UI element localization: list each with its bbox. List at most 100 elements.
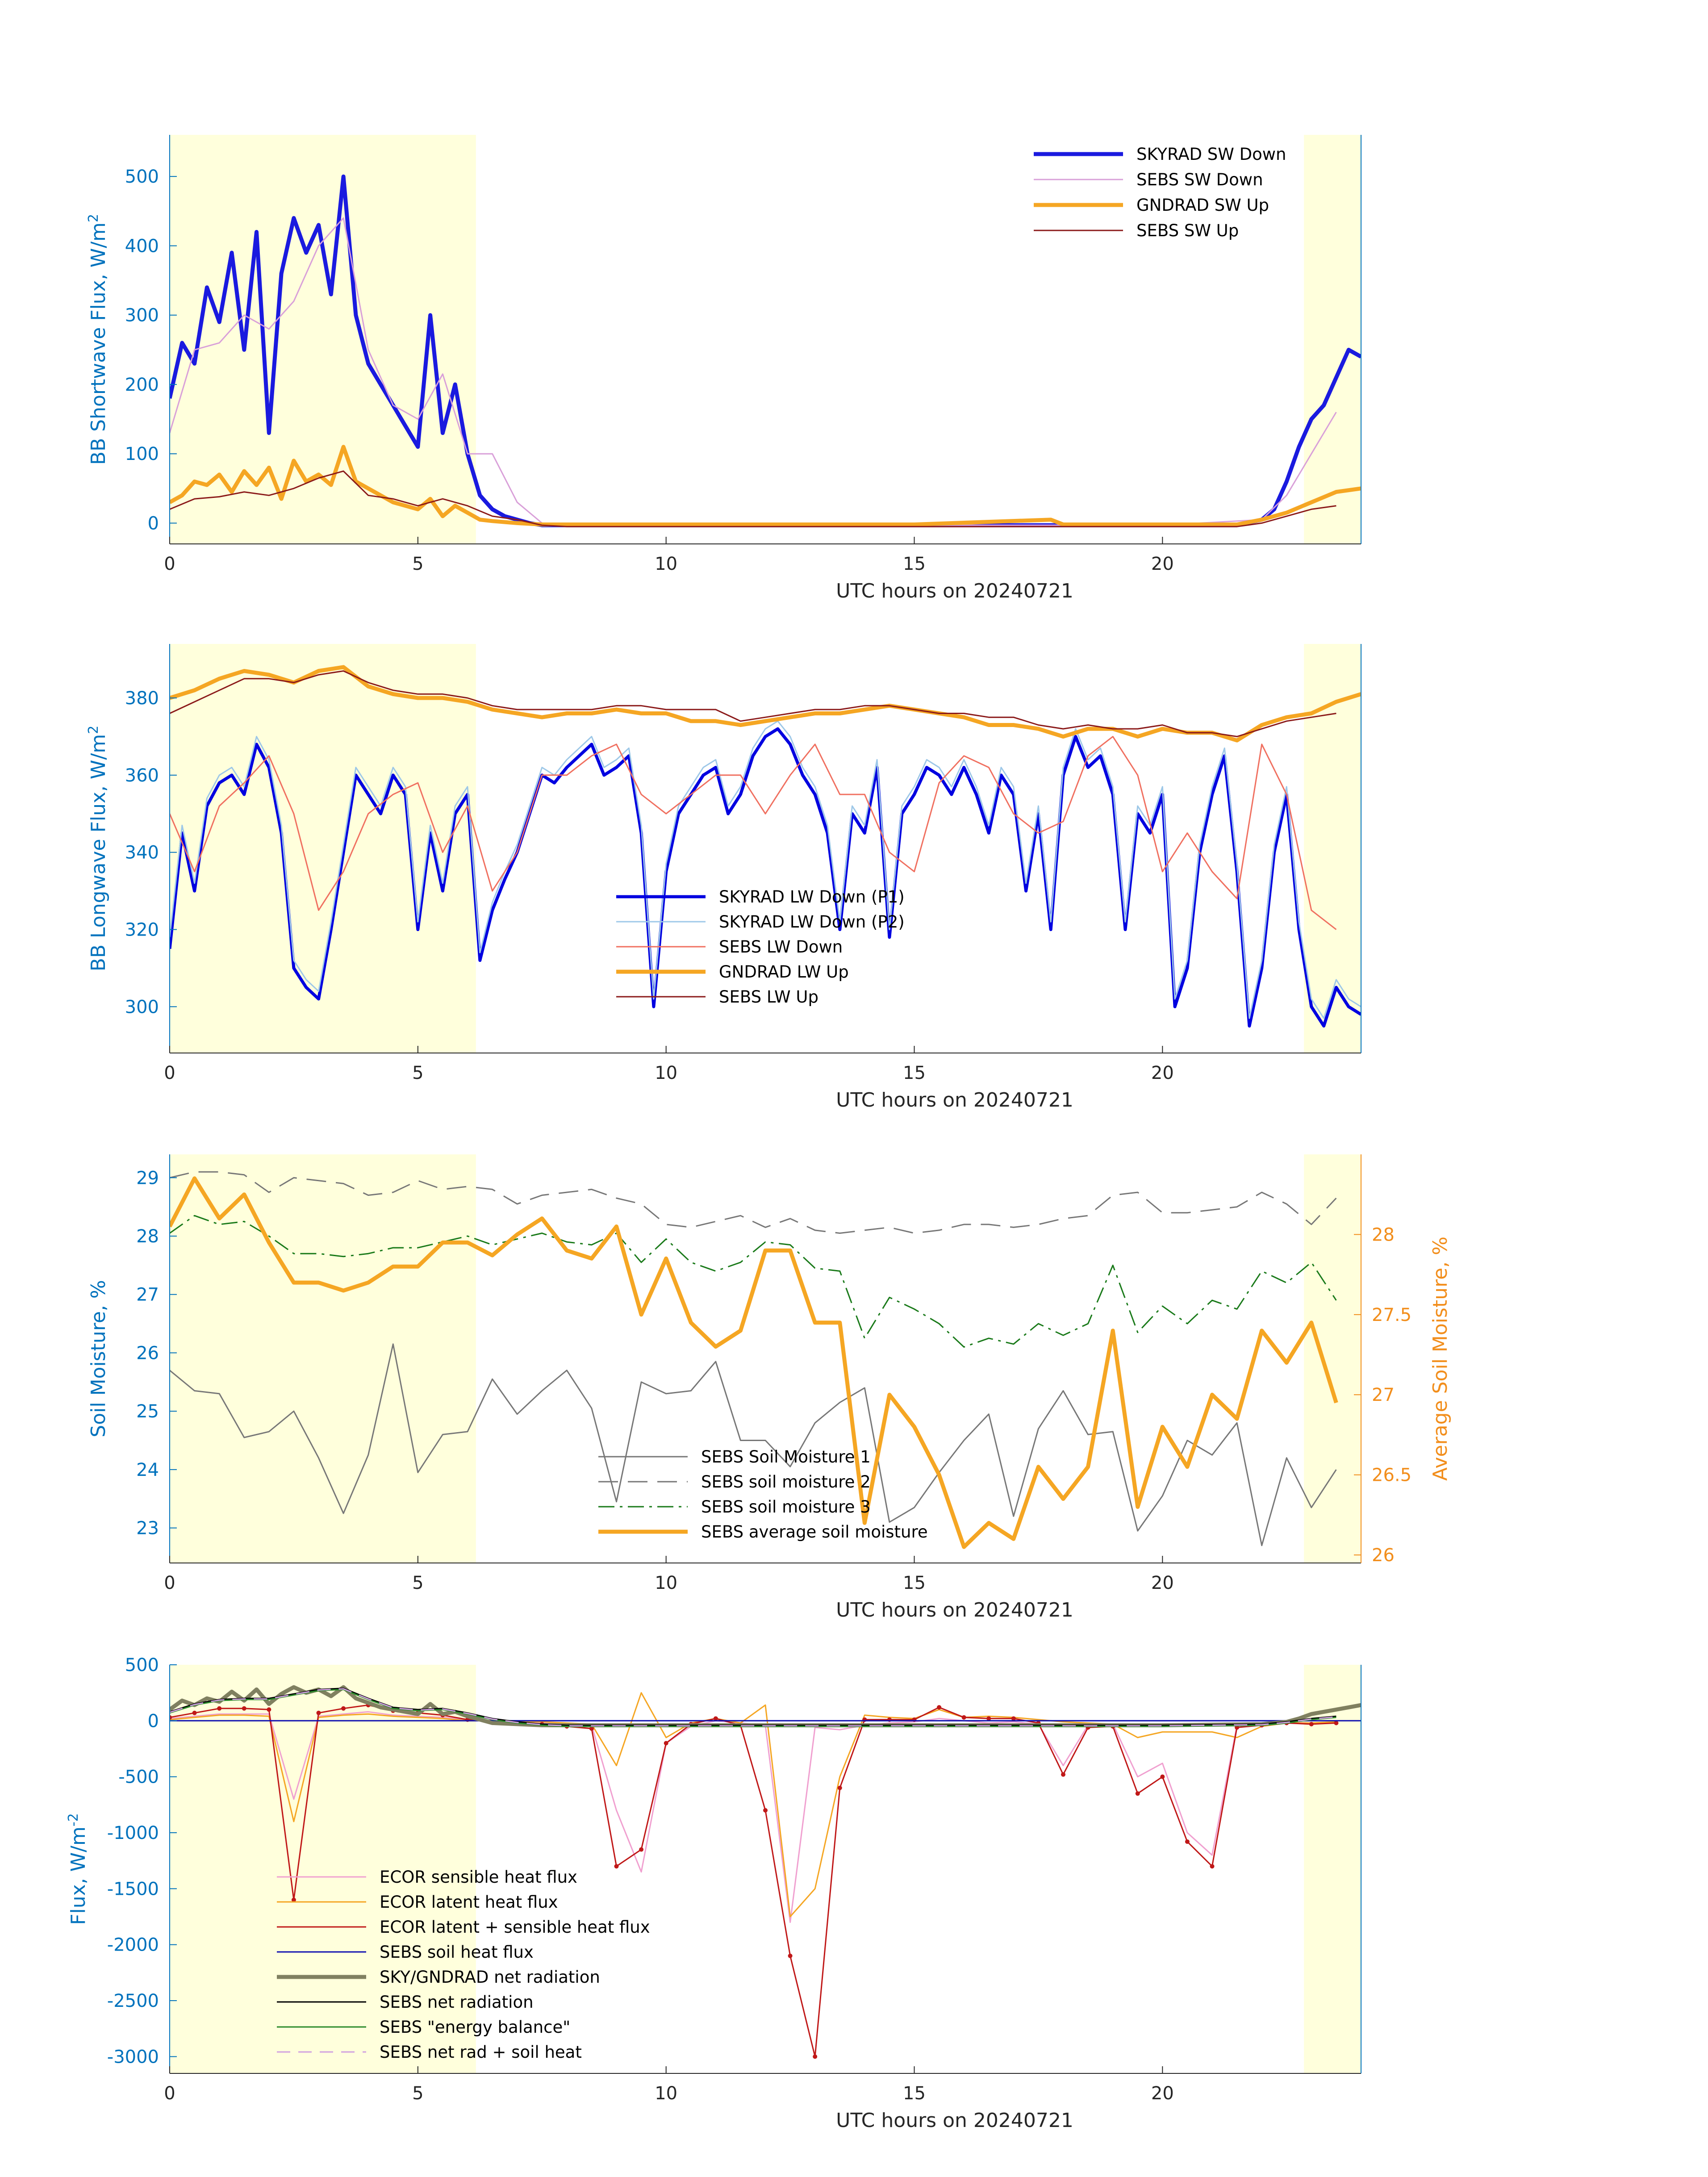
- y-tick-label: 320: [125, 919, 159, 940]
- x-tick-label: 10: [655, 1573, 677, 1593]
- legend: SEBS Soil Moisture 1 SEBS soil moisture 2…: [598, 1447, 928, 1542]
- data-point: [961, 1715, 966, 1720]
- data-point: [267, 1707, 271, 1712]
- x-tick-label: 20: [1151, 554, 1174, 574]
- x-tick-label: 5: [412, 2083, 423, 2104]
- series-line-sebs-net-rad-soil-heat: [170, 1688, 1336, 1727]
- y-tick-label: 0: [148, 513, 159, 534]
- x-tick-label: 10: [655, 554, 677, 574]
- series-line-skyrad-lw-down-p2-: [170, 720, 1361, 1019]
- legend-label: SEBS average soil moisture: [701, 1522, 928, 1542]
- data-point: [1185, 1839, 1190, 1844]
- y-right-tick-label: 28: [1372, 1224, 1395, 1245]
- chart-panel-4: 0 5 10 15 20 UTC hours on 20240721 500 0 -500 -10…: [66, 1655, 1361, 2132]
- night-shading-2: [1304, 135, 1361, 544]
- y-right-tick-label: 27: [1372, 1385, 1395, 1405]
- data-point: [1135, 1791, 1140, 1796]
- night-shading-1: [170, 1665, 476, 2073]
- x-tick-label: 0: [164, 2083, 175, 2104]
- series-line-sebs-average-soil-moisture: [170, 1176, 1338, 1549]
- plot-area: [170, 174, 1361, 527]
- legend: ECOR sensible heat flux ECOR latent heat …: [277, 1868, 650, 2062]
- y-tick-label: 200: [125, 375, 159, 395]
- x-tick-label: 15: [903, 1063, 926, 1083]
- legend-label: ECOR latent + sensible heat flux: [380, 1918, 650, 1937]
- data-point: [937, 1705, 942, 1710]
- data-point: [341, 1706, 346, 1711]
- legend-label: SEBS soil moisture 2: [701, 1472, 871, 1492]
- data-point: [614, 1864, 619, 1869]
- x-axis-label: UTC hours on 20240721: [836, 2109, 1073, 2132]
- y-tick-label: 0: [148, 1711, 159, 1731]
- y-tick-label: -500: [118, 1767, 159, 1788]
- x-tick-label: 15: [903, 2083, 926, 2104]
- y-axis-label: Soil Moisture, %: [87, 1280, 110, 1437]
- x-axis-label: UTC hours on 20240721: [836, 1599, 1073, 1621]
- x-tick-label: 10: [655, 1063, 677, 1083]
- y-tick-label: 400: [125, 236, 159, 256]
- x-tick-label: 5: [412, 1573, 423, 1593]
- data-point: [316, 1710, 321, 1715]
- x-tick-label: 0: [164, 1573, 175, 1593]
- y-tick-label: -2500: [107, 1991, 159, 2011]
- x-tick-label: 20: [1151, 1573, 1174, 1593]
- legend-label: SKY/GNDRAD net radiation: [380, 1968, 600, 1987]
- series-line-sebs-lw-down: [170, 735, 1337, 930]
- y-tick-label: 380: [125, 688, 159, 709]
- y-tick-label: -2000: [107, 1935, 159, 1956]
- data-point: [170, 1715, 172, 1720]
- plot-area: [170, 1685, 1361, 2059]
- y-right-tick-label: 26.5: [1372, 1465, 1412, 1486]
- data-point: [217, 1706, 222, 1711]
- y-axis-label: BB Shortwave Flux, W/m2: [86, 214, 110, 465]
- data-point: [291, 1897, 296, 1902]
- y-tick-label: 25: [136, 1401, 159, 1422]
- data-point: [192, 1710, 197, 1715]
- legend-label: GNDRAD SW Up: [1136, 196, 1269, 215]
- legend: SKYRAD SW Down SEBS SW Down GNDRAD SW Up SE…: [1034, 145, 1286, 240]
- legend-label: SEBS soil moisture 3: [701, 1497, 871, 1517]
- legend-label: SKYRAD LW Down (P1): [719, 887, 905, 907]
- legend-label: SEBS LW Down: [719, 937, 843, 957]
- legend-label: SEBS SW Down: [1136, 170, 1263, 189]
- y-tick-label: -1500: [107, 1879, 159, 1899]
- x-tick-label: 20: [1151, 1063, 1174, 1083]
- data-point: [1011, 1716, 1016, 1721]
- y-tick-label: -3000: [107, 2047, 159, 2067]
- y-tick-label: -1000: [107, 1823, 159, 1843]
- series-line-sebs-lw-up: [170, 670, 1336, 737]
- legend-label: SEBS soil heat flux: [380, 1943, 534, 1962]
- y-right-tick-label: 27.5: [1372, 1305, 1412, 1325]
- data-point: [639, 1847, 644, 1852]
- chart-panel-2: 0 5 10 15 20 UTC hours on 20240721 300 320 340 36…: [86, 644, 1361, 1111]
- data-point: [1061, 1772, 1065, 1777]
- series-line-sebs-soil-moisture-2: [170, 1171, 1337, 1234]
- data-point: [1210, 1864, 1215, 1869]
- x-axis-label: UTC hours on 20240721: [836, 1089, 1073, 1111]
- legend-label: SEBS "energy balance": [380, 2018, 570, 2037]
- series-line-gndrad-lw-up: [170, 665, 1361, 743]
- series-line-ecor-latent-heat-flux: [170, 1692, 1336, 1918]
- legend-label: ECOR latent heat flux: [380, 1893, 558, 1912]
- y-tick-label: 500: [125, 167, 159, 187]
- y-tick-label: 340: [125, 843, 159, 863]
- legend-label: SEBS Soil Moisture 1: [701, 1447, 871, 1467]
- y-tick-label: 360: [125, 765, 159, 786]
- y-tick-label: 500: [125, 1655, 159, 1676]
- y-right-axis-label: Average Soil Moisture, %: [1429, 1237, 1452, 1481]
- y-tick-label: 26: [136, 1343, 159, 1363]
- y-tick-label: 27: [136, 1285, 159, 1305]
- data-point: [837, 1785, 842, 1790]
- legend-label: SKYRAD LW Down (P2): [719, 912, 905, 932]
- x-tick-label: 15: [903, 554, 926, 574]
- x-tick-label: 0: [164, 1063, 175, 1083]
- x-tick-label: 15: [903, 1573, 926, 1593]
- legend-label: SEBS SW Up: [1136, 221, 1239, 240]
- data-point: [763, 1808, 768, 1813]
- x-tick-label: 10: [655, 2083, 677, 2104]
- y-tick-label: 100: [125, 444, 159, 464]
- data-point: [589, 1726, 594, 1731]
- chart-panel-3: 0 5 10 15 20 UTC hours on 20240721 23 24 25 26 27 2…: [87, 1154, 1452, 1621]
- legend-label: ECOR sensible heat flux: [380, 1868, 577, 1887]
